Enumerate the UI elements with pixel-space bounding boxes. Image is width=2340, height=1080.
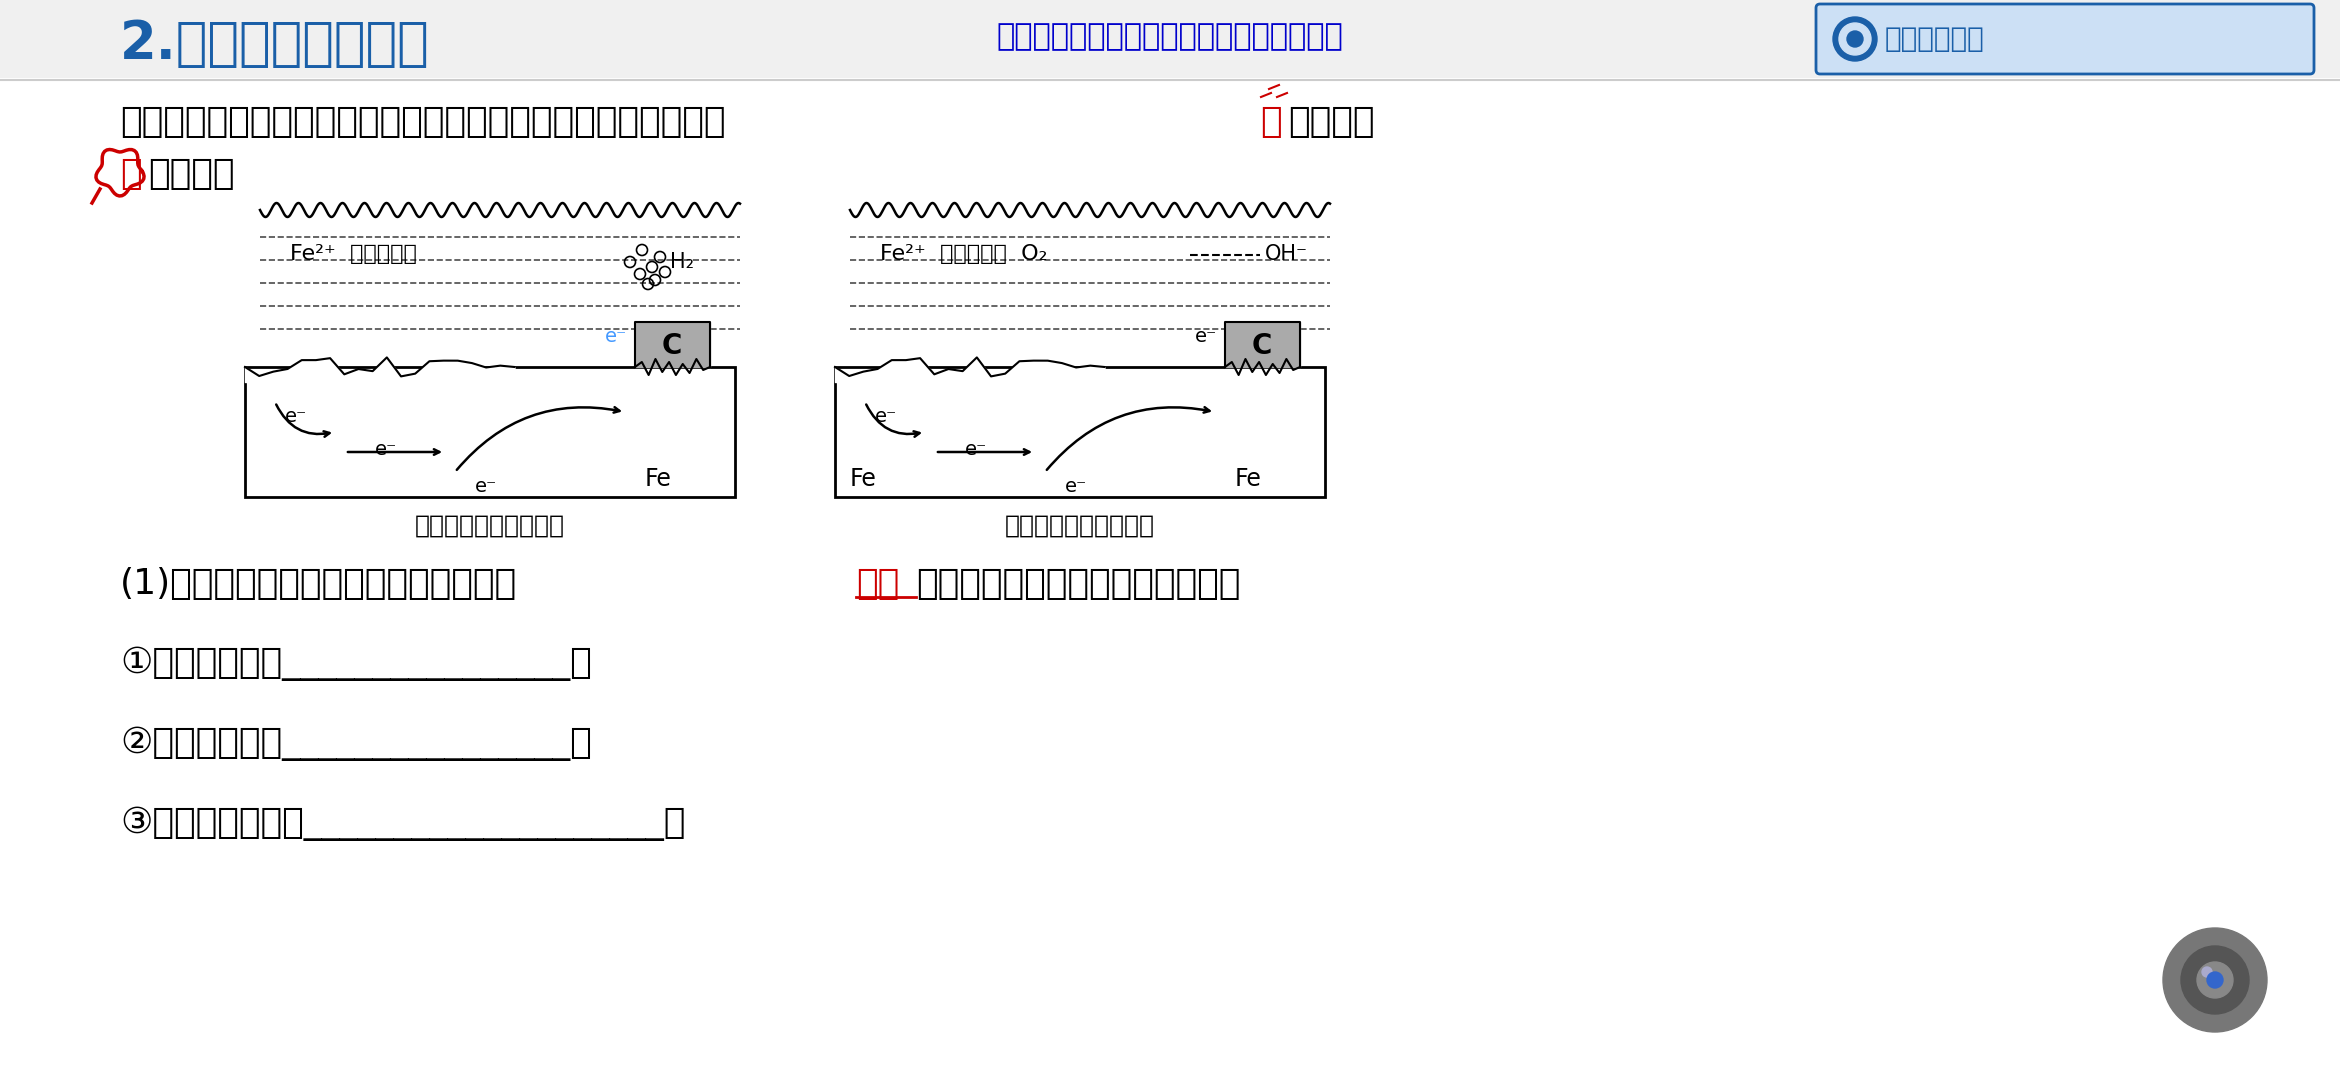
Text: Fe: Fe <box>1236 467 1261 491</box>
Text: 柳州铁一中学: 柳州铁一中学 <box>1886 25 1984 53</box>
Text: 酸性: 酸性 <box>856 567 899 600</box>
Text: e⁻: e⁻ <box>606 327 627 346</box>
Text: 较强时，腐蚀过程中有氢气放出。: 较强时，腐蚀过程中有氢气放出。 <box>915 567 1240 600</box>
Text: 钢铁的吸氧腐蚀示意图: 钢铁的吸氧腐蚀示意图 <box>1004 514 1156 538</box>
Text: ③总反应方程式为____________________。: ③总反应方程式为____________________。 <box>119 807 686 841</box>
Text: 2.钢铁的电化学腐蚀: 2.钢铁的电化学腐蚀 <box>119 18 431 70</box>
Text: 根据钢铁表面水溶液薄膜的酸碱性不同，钢铁的电化学腐蚀分为: 根据钢铁表面水溶液薄膜的酸碱性不同，钢铁的电化学腐蚀分为 <box>119 105 725 139</box>
Text: e⁻: e⁻ <box>285 407 307 426</box>
Text: 析: 析 <box>1259 105 1282 139</box>
Text: 氢腐蚀和: 氢腐蚀和 <box>1287 105 1374 139</box>
Text: C: C <box>1252 332 1273 360</box>
Text: Fe²⁺  电解质溶液: Fe²⁺ 电解质溶液 <box>290 244 417 264</box>
Text: ①负极反应式为________________；: ①负极反应式为________________； <box>119 647 592 681</box>
Text: Fe: Fe <box>646 467 672 491</box>
Text: e⁻: e⁻ <box>964 440 987 459</box>
Polygon shape <box>1226 322 1301 367</box>
Circle shape <box>1839 23 1872 55</box>
Circle shape <box>1832 17 1877 60</box>
FancyBboxPatch shape <box>1816 4 2314 75</box>
Circle shape <box>2207 972 2223 988</box>
Text: C: C <box>662 332 683 360</box>
Circle shape <box>2202 967 2211 977</box>
FancyBboxPatch shape <box>0 0 2340 78</box>
Text: ②正极反应式为________________；: ②正极反应式为________________； <box>119 727 592 761</box>
Text: Fe: Fe <box>849 467 878 491</box>
Text: e⁻: e⁻ <box>374 440 398 459</box>
Text: e⁻: e⁻ <box>1065 477 1088 496</box>
Circle shape <box>1846 31 1863 48</box>
Text: (1)析氢腐蚀：当钢铁表面的电解质溶液: (1)析氢腐蚀：当钢铁表面的电解质溶液 <box>119 567 517 600</box>
Text: 同心同德，睿智担当，乐于奉献，敢于拼搏: 同心同德，睿智担当，乐于奉献，敢于拼搏 <box>997 22 1343 51</box>
Circle shape <box>2181 946 2249 1014</box>
FancyBboxPatch shape <box>835 367 1324 497</box>
Circle shape <box>2197 962 2232 998</box>
Text: e⁻: e⁻ <box>1196 327 1217 346</box>
Text: Fe²⁺  电解质溶液  O₂: Fe²⁺ 电解质溶液 O₂ <box>880 244 1048 264</box>
Text: OH⁻: OH⁻ <box>1266 244 1308 264</box>
Text: 吸: 吸 <box>119 157 143 191</box>
Text: 钢铁的析氢腐蚀示意图: 钢铁的析氢腐蚀示意图 <box>414 514 564 538</box>
Circle shape <box>2162 928 2267 1032</box>
Text: 氧腐蚀：: 氧腐蚀： <box>147 157 234 191</box>
FancyBboxPatch shape <box>246 367 735 497</box>
Polygon shape <box>634 322 709 367</box>
Text: H₂: H₂ <box>669 252 695 272</box>
Text: e⁻: e⁻ <box>475 477 496 496</box>
Text: e⁻: e⁻ <box>875 407 896 426</box>
